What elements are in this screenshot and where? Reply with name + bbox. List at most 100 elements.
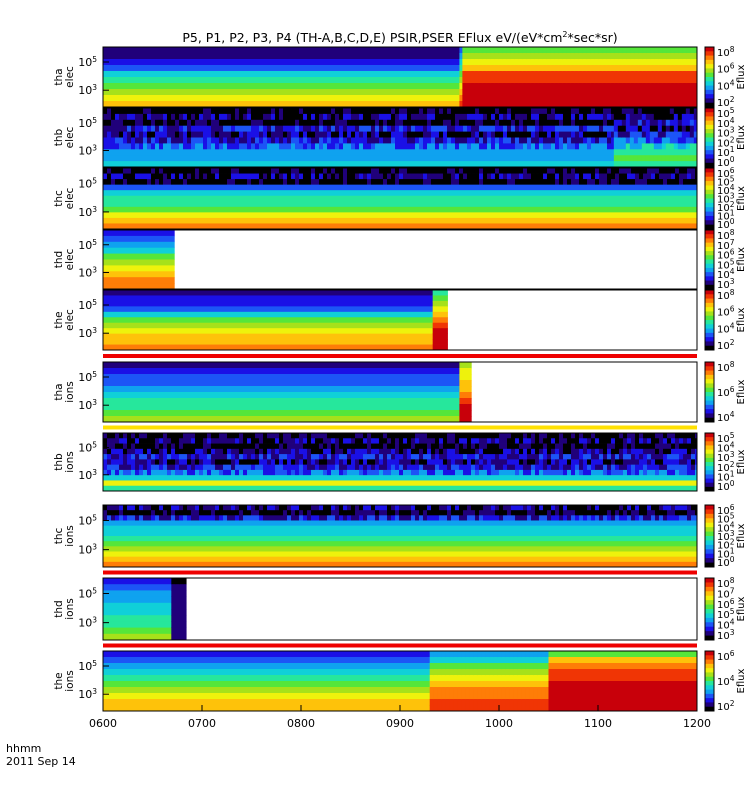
spectrogram-cell [371,155,376,162]
spectrogram-cell [467,195,472,202]
spectrogram-cell [275,77,280,84]
spectrogram-cell [271,83,276,90]
spectrogram-cell [693,119,698,127]
spectrogram-cell [595,168,600,174]
spectrogram-cell [539,137,544,144]
spectrogram-cell [693,131,698,138]
spectrogram-cell [183,95,188,102]
spectrogram-cell [395,184,400,191]
spectrogram-cell [159,190,164,197]
spectrogram-cell [455,131,460,138]
spectrogram-cell [135,155,140,162]
spectrogram-cell [543,195,548,202]
spectrogram-cell [303,53,308,60]
spectrogram-cell [271,47,276,54]
colorbar-segment [705,242,714,248]
spectrogram-cell [335,190,340,197]
spectrogram-cell [323,149,328,156]
spectrogram-cell [167,161,172,168]
spectrogram-cell [629,155,635,162]
spectrogram-cell [626,71,631,78]
spectrogram-cell [155,173,160,180]
spectrogram-cell [303,137,308,144]
spectrogram-cell [131,179,136,186]
spectrogram-cell [319,131,324,138]
spectrogram-cell [518,59,523,66]
spectrogram-cell [315,125,320,132]
spectrogram-cell [491,108,496,115]
spectrogram-cell [179,53,184,60]
spectrogram-cell [475,113,480,121]
spectrogram-cell [287,47,292,54]
spectrogram-cell [131,212,136,219]
spectrogram-cell [403,201,408,208]
spectrogram-cell [115,101,120,108]
spectrogram-cell [657,119,663,127]
spectrogram-cell [115,235,120,243]
spectrogram-cell [119,328,124,335]
spectrogram-cell [467,190,472,197]
spectrogram-cell [191,149,196,156]
spectrogram-cell [487,173,492,180]
spectrogram-cell [443,108,448,115]
colorbar-segment [705,224,714,230]
spectrogram-cell [103,77,108,84]
spectrogram-cell [403,89,408,96]
spectrogram-cell [606,95,611,102]
spectrogram-cell [231,113,236,121]
spectrogram-cell [691,212,696,219]
spectrogram-cell [607,184,612,191]
spectrogram-cell [167,206,172,213]
spectrogram-cell [127,71,132,78]
spectrogram-cell [507,173,512,180]
spectrogram-cell [363,149,368,156]
spectrogram-cell [583,206,588,213]
spectrogram-cell [567,161,572,168]
spectrogram-cell [613,113,619,121]
spectrogram-cell [235,168,240,174]
spectrogram-cell [470,95,475,102]
spectrogram-cell [175,77,180,84]
spectrogram-cell [243,184,248,191]
spectrogram-cell [367,108,372,115]
spectrogram-cell [167,223,172,230]
spectrogram-cell [231,155,236,162]
spectrogram-cell [235,212,240,219]
spectrogram-cell [559,155,564,162]
colorbar-segment [705,280,714,286]
spectrogram-cell [175,195,180,202]
spectrogram-cell [519,119,524,127]
spectrogram-cell [143,137,148,144]
spectrogram-cell [507,217,512,224]
spectrogram-cell [551,108,556,115]
spectrogram-cell [563,184,568,191]
spectrogram-cell [267,47,272,54]
spectrogram-cell [575,168,580,174]
spectrogram-cell [527,137,532,144]
spectrogram-cell [551,137,556,144]
spectrogram-cell [187,168,192,174]
spectrogram-cell [323,173,328,180]
spectrogram-cell [171,89,176,96]
spectrogram-cell [571,179,576,186]
spectrogram-cell [443,143,448,150]
spectrogram-cell [171,259,175,266]
spectrogram-cell [689,108,695,115]
spectrogram-cell [451,143,456,150]
spectrogram-cell [615,195,620,202]
spectrogram-cell [482,89,487,96]
spectrogram-cell [135,212,140,219]
spectrogram-cell [115,65,120,72]
spectrogram-cell [655,173,660,180]
spectrogram-cell [255,95,260,102]
spectrogram-cell [227,83,232,90]
spectrogram-cell [439,77,444,84]
spectrogram-cell [539,223,544,230]
spectrogram-cell [490,53,495,60]
spectrogram-cell [183,161,188,168]
spectrogram-cell [203,212,208,219]
spectrogram-cell [562,95,567,102]
spectrogram-cell [591,212,596,219]
spectrogram-cell [451,149,456,156]
spectrogram-cell [227,77,232,84]
